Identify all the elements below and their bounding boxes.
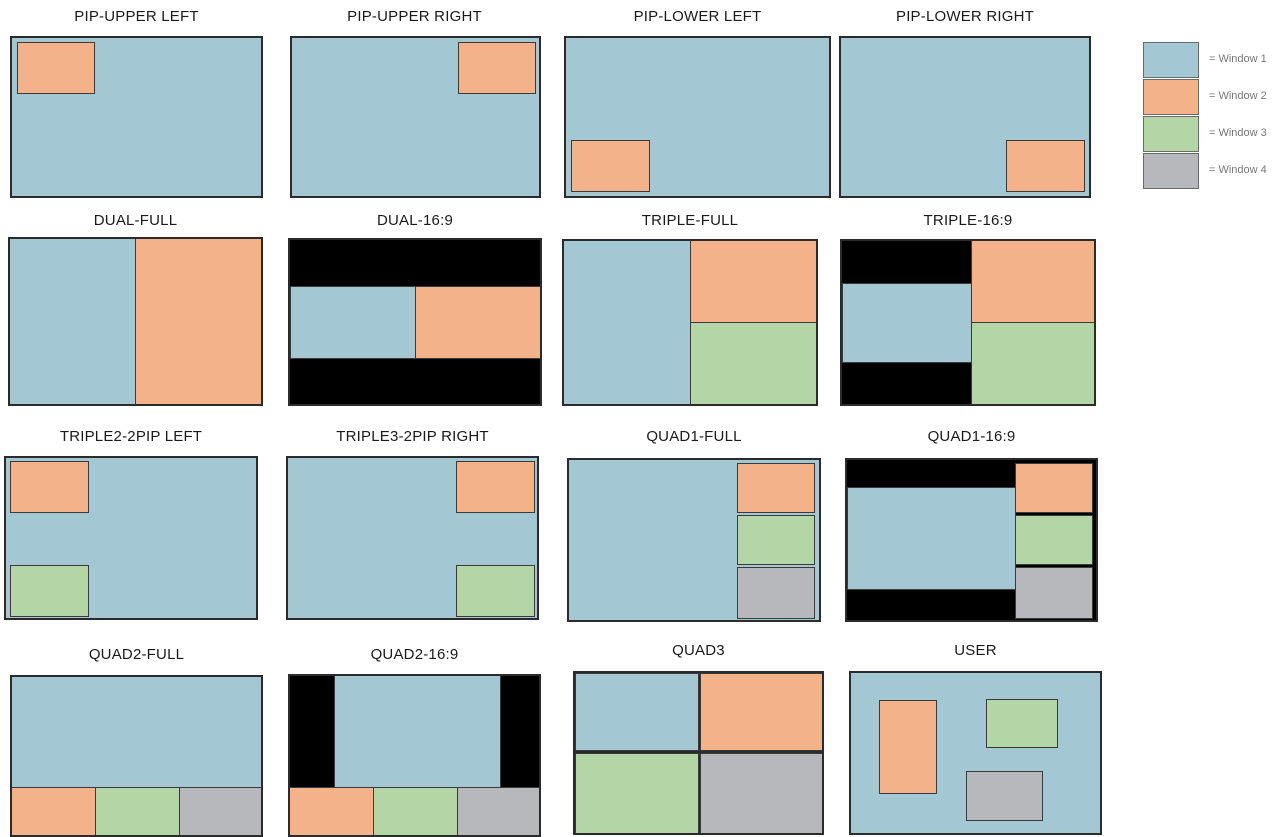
legend-item-window-4: = Window 4 [1143, 153, 1273, 189]
window-2 [135, 239, 261, 404]
window-2 [10, 461, 89, 513]
layout-screen [286, 456, 539, 620]
window-1 [847, 487, 1016, 590]
layout-title: PIP-LOWER RIGHT [895, 8, 1034, 25]
layout-pip-upper-left: PIP-UPPER LEFT [10, 8, 263, 198]
layout-pip-lower-right: PIP-LOWER RIGHT [839, 8, 1091, 198]
layout-triple2-2pip-left: TRIPLE2-2PIP LEFT [4, 428, 258, 620]
layout-pip-upper-right: PIP-UPPER RIGHT [288, 8, 541, 198]
layout-title: DUAL-FULL [93, 212, 178, 229]
layout-triple-full: TRIPLE-FULL [562, 210, 818, 406]
window-2 [690, 241, 816, 323]
layout-quad1-16-9: QUAD1-16:9 [845, 428, 1098, 622]
layout-quad2-full: QUAD2-FULL [10, 646, 263, 837]
layout-screen [567, 458, 821, 622]
legend-swatch [1143, 79, 1199, 115]
window-4 [966, 771, 1043, 821]
layout-screen [8, 237, 263, 406]
window-2 [290, 787, 374, 835]
window-2 [700, 673, 822, 751]
layout-title: USER [954, 642, 997, 659]
window-4 [179, 787, 261, 835]
layout-screen [573, 671, 824, 835]
layout-title: QUAD2-FULL [88, 646, 185, 663]
window-2 [571, 140, 650, 192]
window-3 [373, 787, 458, 835]
window-1 [290, 286, 416, 359]
layout-title: QUAD1-16:9 [927, 428, 1016, 445]
layout-screen [10, 675, 263, 837]
window-3 [575, 753, 699, 833]
legend-swatch [1143, 153, 1199, 189]
legend-label: = Window 3 [1209, 127, 1267, 139]
layout-triple3-2pip-right: TRIPLE3-2PIP RIGHT [286, 428, 539, 620]
window-3 [95, 787, 180, 835]
legend-label: = Window 4 [1209, 164, 1267, 176]
window-2 [12, 787, 96, 835]
layout-title: QUAD2-16:9 [370, 646, 459, 663]
layout-title: PIP-LOWER LEFT [633, 8, 762, 25]
window-2 [458, 42, 536, 94]
legend-swatch [1143, 116, 1199, 152]
legend-swatch [1143, 42, 1199, 78]
layout-title: PIP-UPPER LEFT [74, 8, 199, 25]
window-2 [456, 461, 535, 513]
layout-screen [562, 239, 818, 406]
layout-screen [290, 36, 541, 198]
legend-item-window-3: = Window 3 [1143, 116, 1273, 152]
window-1 [334, 676, 501, 788]
window-2 [415, 286, 540, 359]
window-3 [10, 565, 89, 617]
layout-quad3: QUAD3 [573, 642, 824, 835]
layout-screen [845, 458, 1098, 622]
window-2 [737, 463, 815, 513]
window-3 [456, 565, 535, 617]
layout-screen [840, 239, 1096, 406]
window-4 [737, 567, 815, 619]
legend-item-window-2: = Window 2 [1143, 79, 1273, 115]
window-1 [575, 673, 699, 751]
layout-screen [564, 36, 831, 198]
window-3 [690, 322, 816, 404]
layout-title: TRIPLE2-2PIP LEFT [59, 428, 203, 445]
window-2 [971, 241, 1094, 323]
legend-label: = Window 2 [1209, 90, 1267, 102]
legend-item-window-1: = Window 1 [1143, 42, 1273, 78]
layout-title: QUAD3 [672, 642, 725, 659]
window-3 [1015, 515, 1093, 565]
layout-screen [839, 36, 1091, 198]
layout-dual-16-9: DUAL-16:9 [288, 210, 542, 406]
window-3 [971, 322, 1094, 404]
window-3 [737, 515, 815, 565]
layout-screen [288, 238, 542, 406]
window-2 [879, 700, 937, 794]
layout-title: PIP-UPPER RIGHT [347, 8, 482, 25]
layout-quad1-full: QUAD1-FULL [567, 428, 821, 622]
window-2 [17, 42, 95, 94]
layout-triple-16-9: TRIPLE-16:9 [840, 210, 1096, 406]
layout-screen [4, 456, 258, 620]
window-2 [1006, 140, 1085, 192]
layout-quad2-16-9: QUAD2-16:9 [288, 646, 541, 837]
layout-title: TRIPLE3-2PIP RIGHT [336, 428, 489, 445]
layout-screen [288, 674, 541, 837]
layout-title: DUAL-16:9 [376, 212, 453, 229]
window-4 [700, 753, 822, 833]
layout-title: TRIPLE-16:9 [923, 212, 1013, 229]
legend-label: = Window 1 [1209, 53, 1267, 65]
layout-title: QUAD1-FULL [646, 428, 742, 445]
window-2 [1015, 463, 1093, 513]
window-4 [457, 787, 539, 835]
layout-title: TRIPLE-FULL [641, 212, 739, 229]
layout-user: USER [849, 642, 1102, 835]
layout-dual-full: DUAL-FULL [8, 210, 263, 406]
layout-screen [849, 671, 1102, 835]
layout-screen [10, 36, 263, 198]
layout-pip-lower-left: PIP-LOWER LEFT [564, 8, 831, 198]
window-4 [1015, 567, 1093, 619]
window-3 [986, 699, 1058, 748]
window-1 [842, 283, 972, 363]
